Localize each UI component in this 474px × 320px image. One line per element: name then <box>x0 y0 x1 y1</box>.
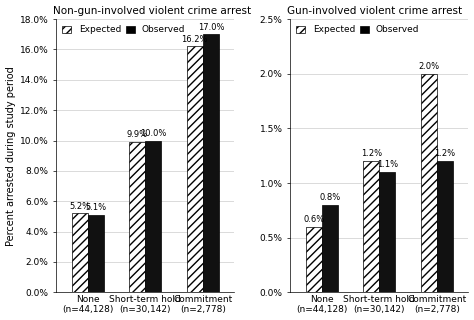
Legend: Expected, Observed: Expected, Observed <box>295 24 421 36</box>
Bar <box>129 142 146 292</box>
Text: Non-gun-involved violent crime arrest: Non-gun-involved violent crime arrest <box>53 5 251 16</box>
Text: 0.8%: 0.8% <box>319 193 340 202</box>
Text: 17.0%: 17.0% <box>198 22 224 32</box>
Text: Gun-involved violent crime arrest: Gun-involved violent crime arrest <box>286 5 462 16</box>
Bar <box>363 161 379 292</box>
Bar <box>306 227 322 292</box>
Bar <box>379 172 395 292</box>
Bar <box>187 46 203 292</box>
Text: 1.1%: 1.1% <box>377 160 398 169</box>
Text: 9.9%: 9.9% <box>127 130 148 139</box>
Text: 16.2%: 16.2% <box>182 35 208 44</box>
Bar <box>421 74 437 292</box>
Bar <box>437 161 453 292</box>
Text: 2.0%: 2.0% <box>418 62 439 71</box>
Y-axis label: Percent arrested during study period: Percent arrested during study period <box>6 66 16 245</box>
Text: 10.0%: 10.0% <box>140 129 166 138</box>
Legend: Expected, Observed: Expected, Observed <box>61 24 187 36</box>
Text: 1.2%: 1.2% <box>434 149 456 158</box>
Text: 1.2%: 1.2% <box>361 149 382 158</box>
Bar <box>322 205 338 292</box>
Bar <box>72 213 88 292</box>
Text: 0.6%: 0.6% <box>303 215 324 224</box>
Text: 5.2%: 5.2% <box>69 202 90 211</box>
Text: 5.1%: 5.1% <box>85 203 106 212</box>
Bar <box>88 215 104 292</box>
Bar <box>146 140 161 292</box>
Bar <box>203 34 219 292</box>
